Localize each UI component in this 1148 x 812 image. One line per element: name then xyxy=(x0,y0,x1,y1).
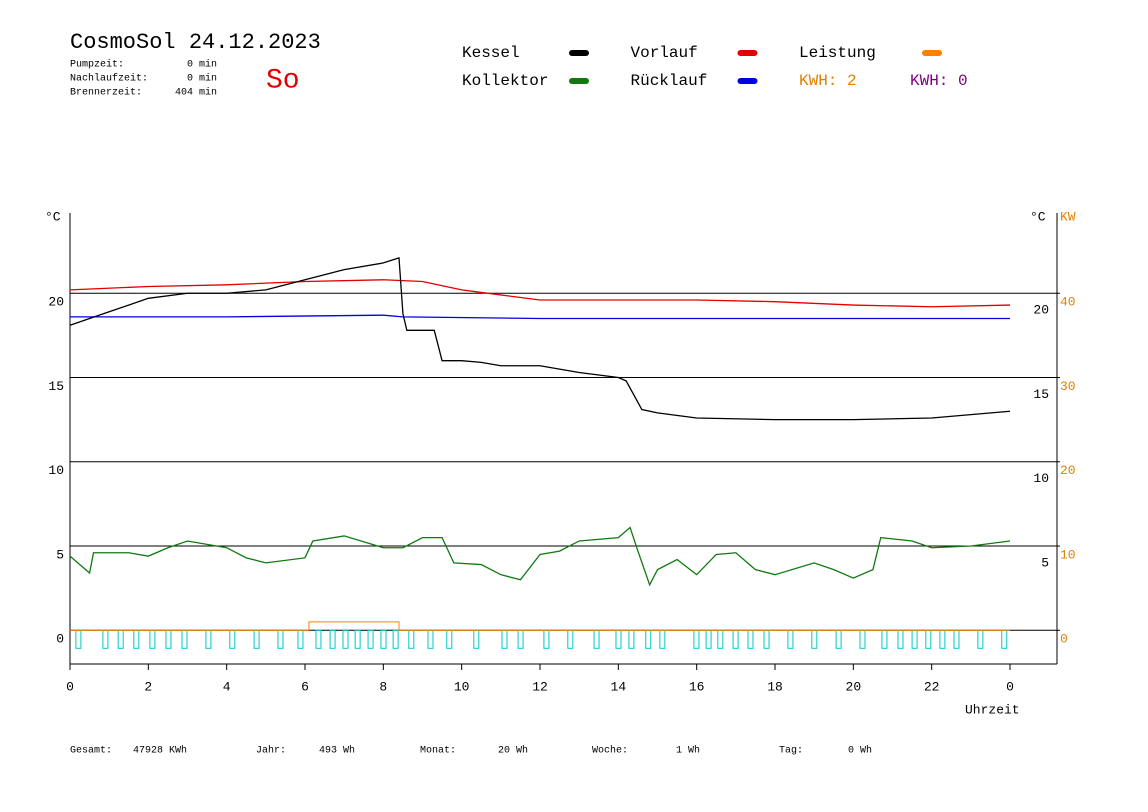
x-tick-label: 18 xyxy=(767,679,783,694)
x-tick-label: 2 xyxy=(144,679,152,694)
total-label: Jahr: xyxy=(256,745,286,757)
x-tick-label: 20 xyxy=(846,679,862,694)
y2-tick-label: 10 xyxy=(1060,547,1076,562)
total-value: 20 Wh xyxy=(498,745,528,757)
stat-label: Brennerzeit: xyxy=(70,87,142,99)
status-pulse xyxy=(315,629,322,649)
series-line xyxy=(70,314,1010,320)
y-tick-label: 5 xyxy=(56,547,64,562)
x-tick-label: 16 xyxy=(689,679,705,694)
total-value: 47928 KWh xyxy=(133,745,187,757)
stat-value: 404 min xyxy=(175,87,217,99)
x-tick-label: 22 xyxy=(924,679,940,694)
x-tick-label: 12 xyxy=(532,679,548,694)
total-label: Monat: xyxy=(420,746,456,757)
series-line xyxy=(69,279,1011,308)
status-pulse xyxy=(367,629,374,649)
series-line xyxy=(69,256,1011,421)
status-pulse xyxy=(354,629,361,649)
x-tick-label: 10 xyxy=(454,679,470,694)
stat-value: 0 min xyxy=(187,59,217,71)
x-axis-label: Uhrzeit xyxy=(965,702,1020,717)
legend-label: Kollektor xyxy=(462,72,548,90)
legend-label: Rücklauf xyxy=(631,72,708,90)
total-label: Gesamt: xyxy=(70,746,112,757)
y2-tick-label: 0 xyxy=(1060,632,1068,647)
y-right-axis-label: °C xyxy=(1030,209,1046,224)
total-value: 1 Wh xyxy=(676,745,700,757)
y2-tick-label: 40 xyxy=(1060,295,1076,310)
stat-value: 0 min xyxy=(187,73,217,85)
series-line xyxy=(69,526,1011,587)
y2-tick-label: 20 xyxy=(1060,463,1076,478)
series-line xyxy=(70,621,1010,631)
x-tick-label: 8 xyxy=(379,679,387,694)
weekday: So xyxy=(266,65,300,96)
legend-label: Kessel xyxy=(462,44,520,62)
status-pulse xyxy=(392,629,399,649)
kwh-label: KWH: 0 xyxy=(910,72,968,90)
stat-label: Nachlaufzeit: xyxy=(70,73,148,85)
y-tick-label: 15 xyxy=(48,379,64,394)
total-label: Woche: xyxy=(592,745,628,757)
kwh-label: KWH: 2 xyxy=(799,72,857,90)
y-right-tick-label: 5 xyxy=(1041,555,1049,570)
x-tick-label: 0 xyxy=(66,679,74,694)
total-value: 493 Wh xyxy=(319,745,355,757)
x-tick-label: 4 xyxy=(223,679,231,694)
y-tick-label: 10 xyxy=(48,463,64,478)
total-value: 0 Wh xyxy=(848,745,872,757)
legend-label: Leistung xyxy=(799,44,876,62)
legend-label: Vorlauf xyxy=(631,44,698,62)
chart-title: CosmoSol 24.12.2023 xyxy=(70,30,321,55)
y-tick-label: 20 xyxy=(48,295,64,310)
y-right-tick-label: 10 xyxy=(1033,471,1049,486)
status-pulse xyxy=(380,629,387,649)
y-right-tick-label: 20 xyxy=(1033,303,1049,318)
y2-tick-label: 30 xyxy=(1060,379,1076,394)
x-tick-label: 14 xyxy=(611,679,627,694)
status-pulse xyxy=(329,629,336,649)
x-tick-label: 6 xyxy=(301,679,309,694)
y-axis-label: °C xyxy=(45,209,61,224)
y2-axis-label: KW xyxy=(1060,209,1076,224)
status-pulse xyxy=(342,629,349,649)
total-label: Tag: xyxy=(779,746,803,757)
y-tick-label: 0 xyxy=(56,632,64,647)
stat-label: Pumpzeit: xyxy=(70,59,124,71)
x-tick-label: 0 xyxy=(1006,679,1014,694)
y-right-tick-label: 15 xyxy=(1033,387,1049,402)
